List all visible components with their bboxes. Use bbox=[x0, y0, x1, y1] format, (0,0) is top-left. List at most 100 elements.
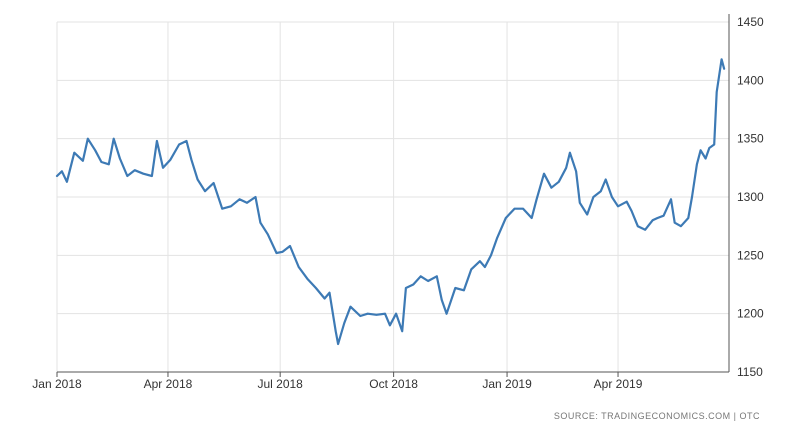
data-point bbox=[328, 291, 331, 294]
data-point bbox=[275, 252, 278, 254]
y-tick-label: 1350 bbox=[737, 132, 764, 146]
data-point bbox=[204, 190, 206, 192]
data-point bbox=[550, 186, 553, 189]
data-point bbox=[440, 298, 443, 301]
data-point bbox=[221, 207, 223, 210]
source-note: SOURCE: TRADINGECONOMICS.COM | OTC bbox=[553, 411, 760, 421]
data-point bbox=[543, 172, 545, 175]
data-point bbox=[297, 266, 300, 268]
data-point bbox=[604, 178, 607, 181]
x-tick-label: Apr 2018 bbox=[144, 377, 193, 391]
data-point bbox=[212, 182, 215, 184]
data-point bbox=[190, 158, 193, 161]
data-point bbox=[513, 207, 516, 210]
data-point bbox=[66, 181, 68, 183]
data-point bbox=[445, 312, 448, 315]
data-point bbox=[565, 167, 567, 169]
y-tick-label: 1200 bbox=[737, 307, 764, 321]
data-point bbox=[87, 137, 89, 140]
data-point bbox=[246, 202, 248, 204]
data-point bbox=[133, 169, 136, 171]
data-point bbox=[395, 312, 397, 315]
data-point bbox=[100, 161, 103, 163]
data-point bbox=[715, 91, 718, 93]
data-point bbox=[82, 160, 84, 162]
data-point bbox=[691, 196, 693, 198]
data-point bbox=[454, 287, 457, 289]
data-point bbox=[569, 151, 571, 154]
data-point bbox=[611, 196, 613, 198]
data-point bbox=[427, 280, 429, 282]
data-point bbox=[419, 275, 422, 278]
data-point bbox=[334, 330, 337, 333]
data-point bbox=[592, 196, 595, 198]
data-point bbox=[575, 170, 577, 173]
x-tick-label: Apr 2019 bbox=[594, 377, 643, 391]
data-point bbox=[94, 149, 96, 152]
data-point bbox=[696, 163, 698, 166]
data-point bbox=[535, 198, 538, 201]
y-tick-label: 1150 bbox=[737, 365, 763, 379]
data-point bbox=[61, 170, 63, 173]
y-tick-label: 1250 bbox=[737, 248, 764, 262]
data-point bbox=[656, 217, 659, 219]
data-point bbox=[637, 225, 639, 227]
data-point bbox=[470, 268, 473, 271]
data-point bbox=[56, 175, 58, 177]
series-line bbox=[55, 58, 726, 346]
data-point bbox=[490, 254, 492, 257]
data-point bbox=[713, 143, 715, 146]
data-point bbox=[522, 207, 524, 210]
data-point bbox=[119, 157, 121, 160]
data-point bbox=[185, 140, 188, 142]
data-point bbox=[151, 175, 153, 177]
data-point bbox=[230, 205, 232, 208]
data-point bbox=[156, 140, 158, 142]
data-point bbox=[405, 287, 407, 289]
data-point bbox=[479, 260, 481, 263]
x-tick-label: Oct 2018 bbox=[369, 377, 418, 391]
data-point bbox=[196, 178, 199, 181]
data-point bbox=[436, 275, 438, 278]
data-point bbox=[375, 314, 378, 316]
data-point bbox=[651, 219, 654, 222]
data-point bbox=[112, 137, 115, 140]
x-tick-label: Jan 2018 bbox=[32, 377, 82, 391]
data-point bbox=[142, 172, 145, 175]
data-point bbox=[108, 163, 110, 166]
data-point bbox=[484, 266, 486, 268]
data-point bbox=[723, 67, 725, 70]
chart-series bbox=[55, 58, 726, 346]
data-point bbox=[289, 245, 291, 247]
data-point bbox=[625, 200, 628, 203]
x-tick-label: Jul 2018 bbox=[257, 377, 303, 391]
data-point bbox=[505, 217, 507, 219]
y-axis: 1150 1200 1250 1300 1350 1400 1450 bbox=[728, 14, 764, 379]
data-point bbox=[673, 221, 676, 224]
data-point bbox=[558, 181, 560, 183]
x-tick-label: Jan 2019 bbox=[482, 377, 532, 391]
x-axis: Jan 2018 Apr 2018 Jul 2018 Oct 2018 Jan 2019… bbox=[32, 371, 729, 391]
data-point bbox=[708, 147, 711, 149]
data-point bbox=[323, 297, 326, 300]
data-point bbox=[720, 58, 723, 61]
data-point bbox=[366, 312, 369, 315]
data-point bbox=[704, 157, 707, 160]
data-point bbox=[349, 305, 352, 308]
data-point bbox=[600, 190, 602, 192]
data-point bbox=[337, 343, 339, 345]
y-tick-label: 1300 bbox=[737, 190, 764, 204]
data-point bbox=[254, 196, 257, 198]
data-point bbox=[384, 312, 386, 315]
data-point bbox=[617, 205, 619, 208]
data-point bbox=[306, 277, 309, 280]
data-point bbox=[687, 217, 690, 219]
data-point bbox=[463, 289, 465, 292]
data-point bbox=[412, 283, 415, 286]
data-point bbox=[238, 198, 241, 201]
data-point bbox=[389, 324, 391, 327]
data-point bbox=[178, 143, 180, 146]
data-point bbox=[586, 213, 588, 216]
data-point bbox=[496, 237, 499, 239]
